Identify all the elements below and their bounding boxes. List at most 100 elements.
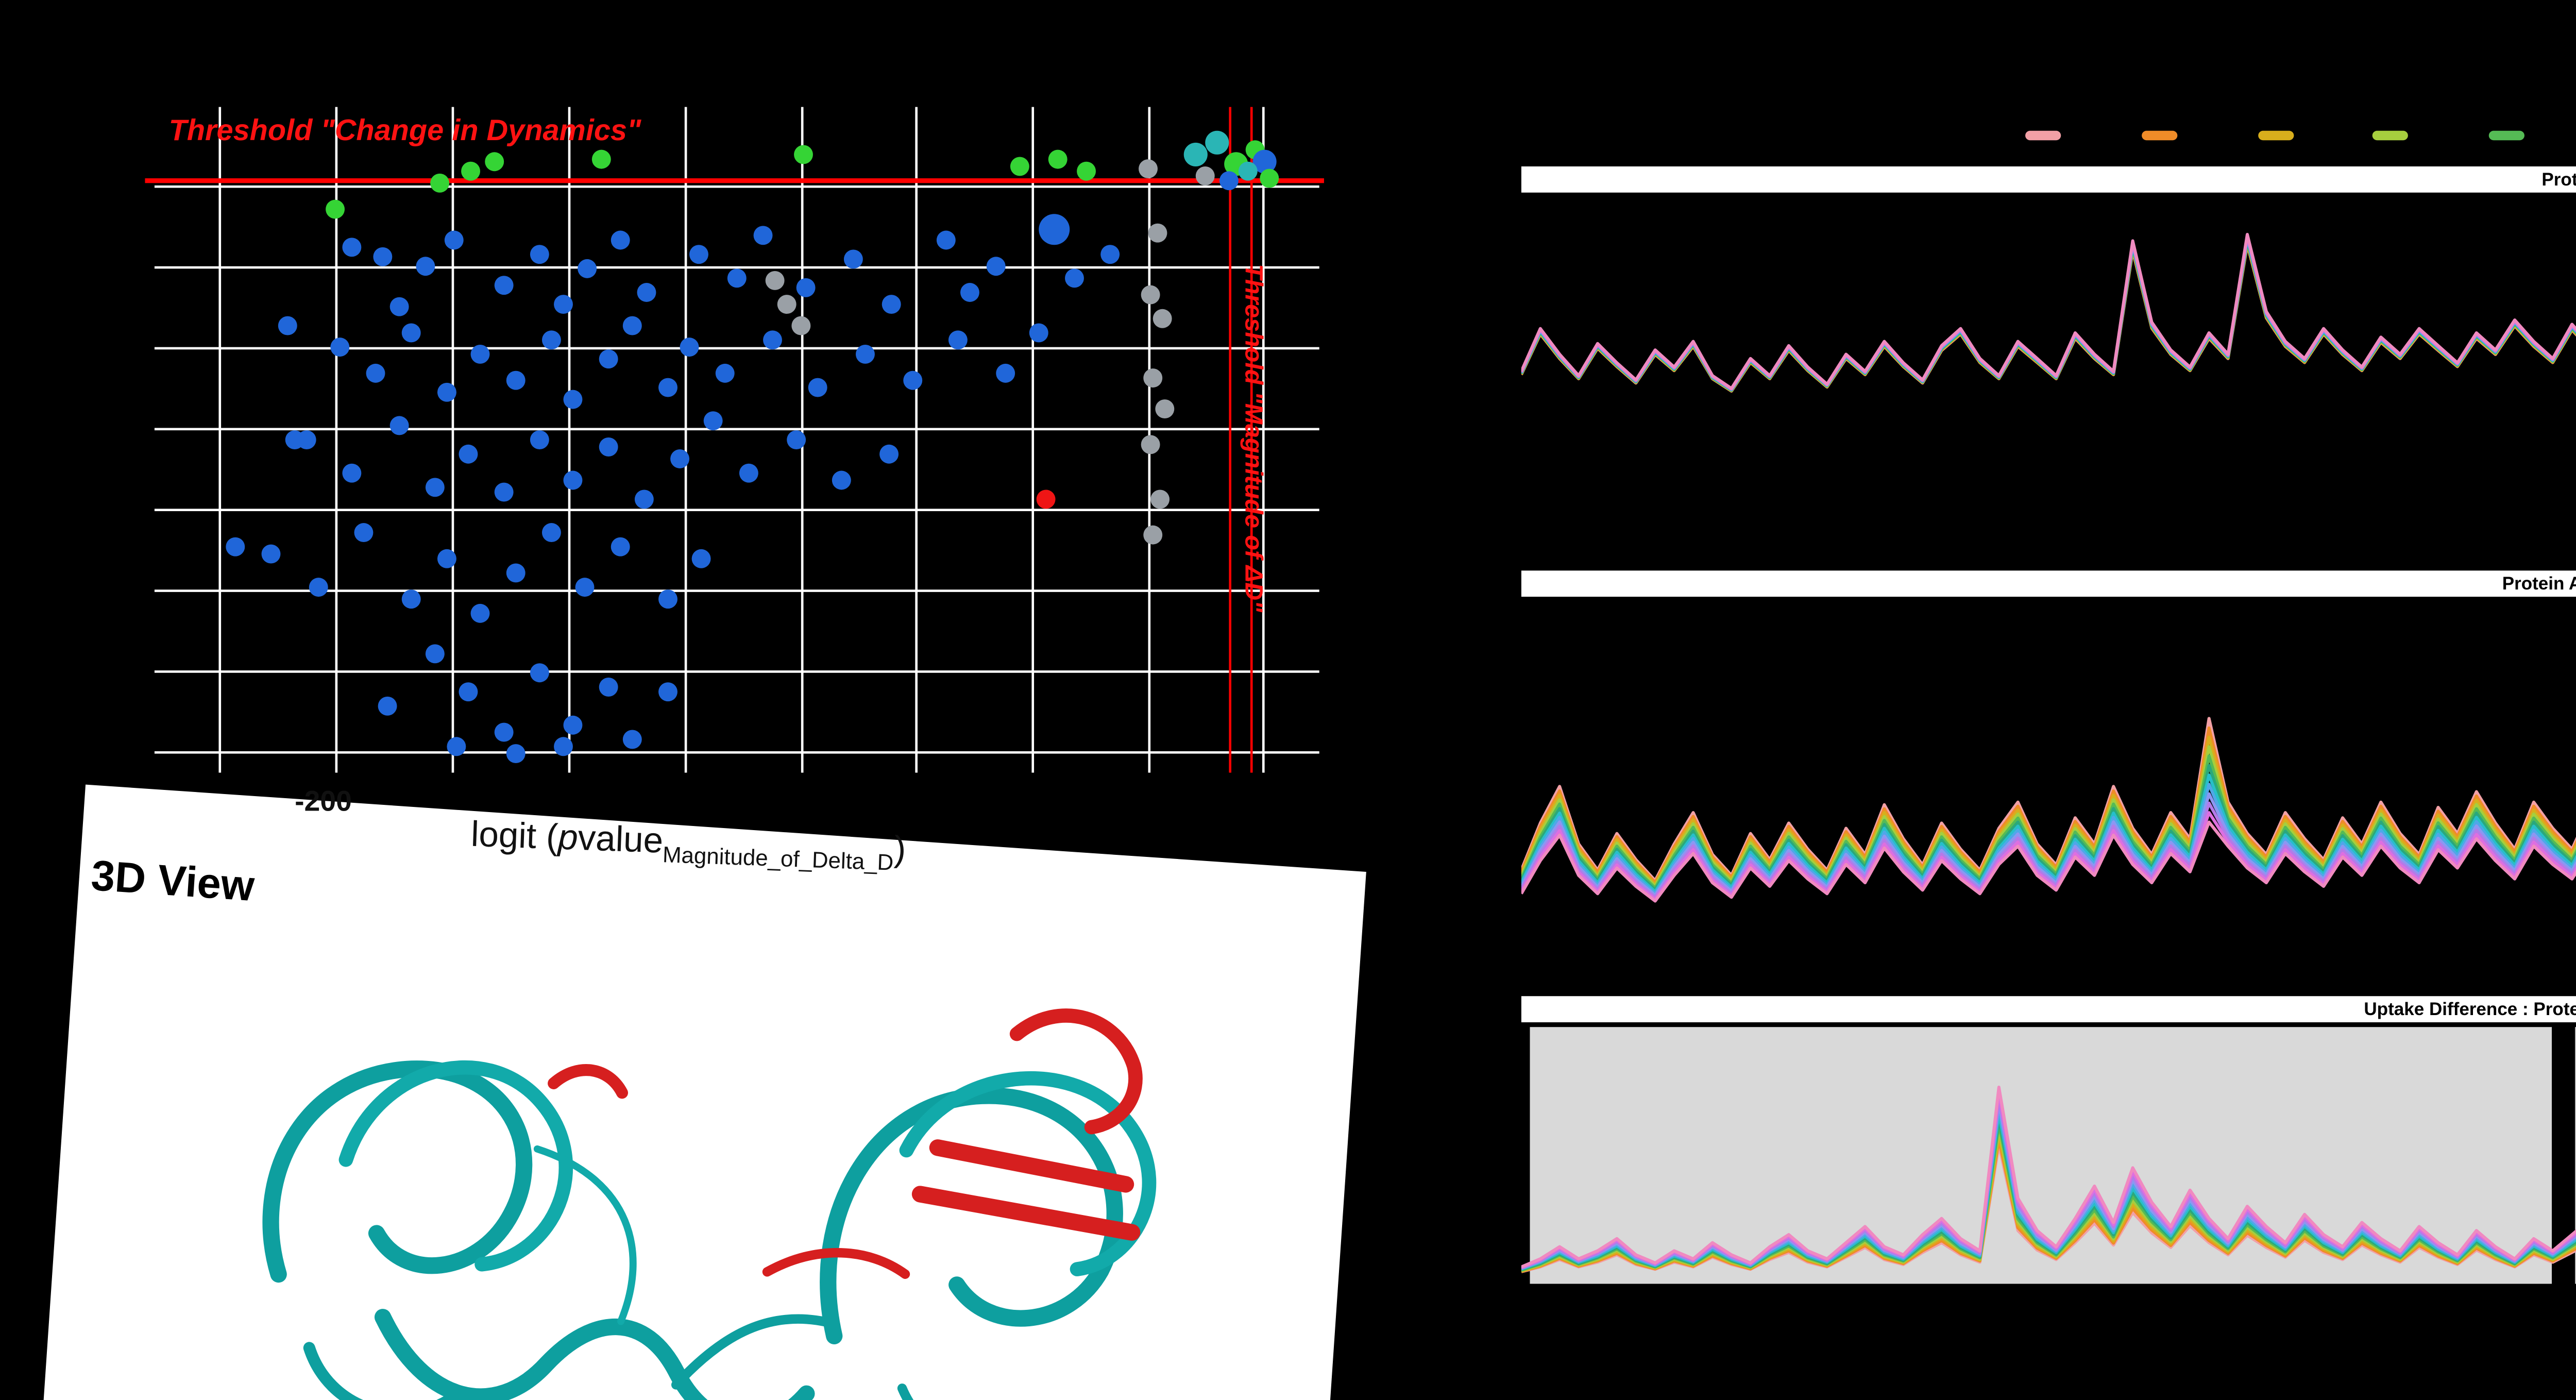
x-axis-label-pre: logit (	[470, 815, 559, 858]
scatter-point	[832, 470, 852, 490]
scatter-point	[1259, 168, 1279, 188]
scatter-point	[261, 543, 281, 563]
scatter-point	[372, 247, 391, 266]
scatter-point	[1155, 398, 1174, 418]
gridline-vertical	[1262, 107, 1266, 773]
scatter-point	[727, 269, 747, 289]
uptake-plot-protein-a-ligand[interactable]	[1521, 597, 2576, 975]
scatter-point	[401, 324, 420, 343]
scatter-point	[790, 315, 810, 335]
gridline-horizontal	[154, 589, 1319, 593]
scatter-point	[634, 490, 653, 510]
scatter-point	[552, 295, 572, 315]
gridline-vertical	[218, 107, 222, 773]
scatter-point	[753, 225, 772, 245]
scatter-point	[1205, 131, 1229, 156]
scatter-point	[226, 536, 246, 556]
scatter-point	[1143, 369, 1162, 388]
scatter-point	[494, 276, 514, 295]
timepoint-legend	[2025, 130, 2576, 150]
scatter-point	[1182, 143, 1207, 167]
threshold-magnitude-label: Threshold "Magnitude of ΔD"	[1238, 264, 1267, 613]
scatter-point	[541, 523, 561, 543]
panel-title-protein-a: Protein A	[2541, 168, 2576, 191]
uptake-trace	[1521, 232, 2576, 390]
panel-title-uptake-difference: Uptake Difference : Protein A - (Protein…	[2364, 998, 2576, 1020]
scatter-point	[1038, 214, 1070, 246]
gridline-horizontal	[154, 347, 1319, 350]
legend-item[interactable]	[2489, 130, 2525, 140]
scatter-point	[1137, 160, 1157, 179]
scatter-point	[343, 463, 362, 483]
scatter-point	[430, 174, 450, 193]
protein-structure[interactable]	[37, 785, 1366, 1400]
scatter-point	[986, 257, 1005, 277]
scatter-point	[415, 257, 434, 277]
scatter-point	[1030, 324, 1049, 343]
x-axis-label-value: value	[577, 818, 664, 863]
scatter-point	[326, 200, 345, 220]
legend-item[interactable]	[2141, 130, 2177, 140]
scatter-point	[599, 350, 619, 369]
threshold-line-magnitude	[1250, 107, 1254, 773]
scatter-point	[692, 550, 711, 569]
scatter-point	[506, 563, 526, 583]
scatter-point	[494, 483, 514, 503]
scatter-point	[529, 663, 549, 683]
legend-item[interactable]	[2257, 130, 2293, 140]
scatter-point	[436, 550, 455, 569]
uptake-trace	[1521, 237, 2576, 391]
gridline-horizontal	[154, 266, 1319, 269]
scatter-point	[716, 363, 735, 383]
scatter-point	[529, 245, 549, 265]
scatter-point	[1009, 156, 1028, 175]
scatter-point	[1142, 435, 1161, 455]
volcano-plot[interactable]: Threshold "Change in Dynamics" Threshold…	[145, 107, 1324, 773]
uptake-trace	[1521, 235, 2576, 391]
gridline-vertical	[684, 107, 688, 773]
scatter-point	[777, 294, 797, 314]
uptake-plot-protein-a[interactable]	[1521, 192, 2576, 559]
scatter-point	[389, 417, 409, 436]
scatter-point	[459, 683, 479, 702]
scatter-point	[1065, 269, 1084, 289]
scatter-point	[436, 383, 455, 403]
uptake-trace	[1521, 240, 2576, 392]
scatter-point	[308, 577, 327, 596]
scatter-point	[995, 363, 1014, 383]
legend-item[interactable]	[2373, 130, 2409, 140]
panel-header-protein-a: Protein A	[1521, 166, 2576, 193]
scatter-point	[506, 743, 526, 763]
scatter-point	[948, 330, 968, 350]
scatter-point	[599, 437, 619, 456]
uptake-difference-plot[interactable]	[1521, 1022, 2576, 1296]
legend-item[interactable]	[2025, 130, 2061, 140]
scatter-point	[354, 523, 374, 543]
scatter-point	[564, 470, 584, 490]
scatter-point	[794, 145, 814, 165]
scatter-point	[459, 443, 479, 463]
x-axis-label-p: p	[557, 818, 579, 859]
scatter-point	[389, 297, 409, 316]
scatter-point	[1036, 488, 1056, 508]
scatter-point	[878, 443, 898, 463]
scatter-point	[902, 370, 921, 390]
gridline-horizontal	[154, 509, 1319, 512]
panel-header-protein-a-ligand: Protein A + Ligand	[1521, 570, 2576, 597]
scatter-point	[564, 390, 584, 410]
scatter-point	[611, 230, 630, 250]
scatter-point	[937, 230, 956, 250]
scatter-point	[657, 590, 677, 610]
scatter-point	[343, 237, 362, 257]
scatter-point	[445, 230, 465, 250]
gridline-vertical	[568, 107, 571, 773]
scatter-point	[622, 317, 642, 336]
scatter-point	[378, 696, 397, 716]
scatter-point	[425, 477, 444, 496]
scatter-point	[1144, 525, 1163, 545]
scatter-point	[284, 430, 304, 450]
gridline-vertical	[1031, 107, 1035, 773]
gridline-vertical	[335, 107, 338, 773]
scatter-point	[1218, 172, 1238, 191]
